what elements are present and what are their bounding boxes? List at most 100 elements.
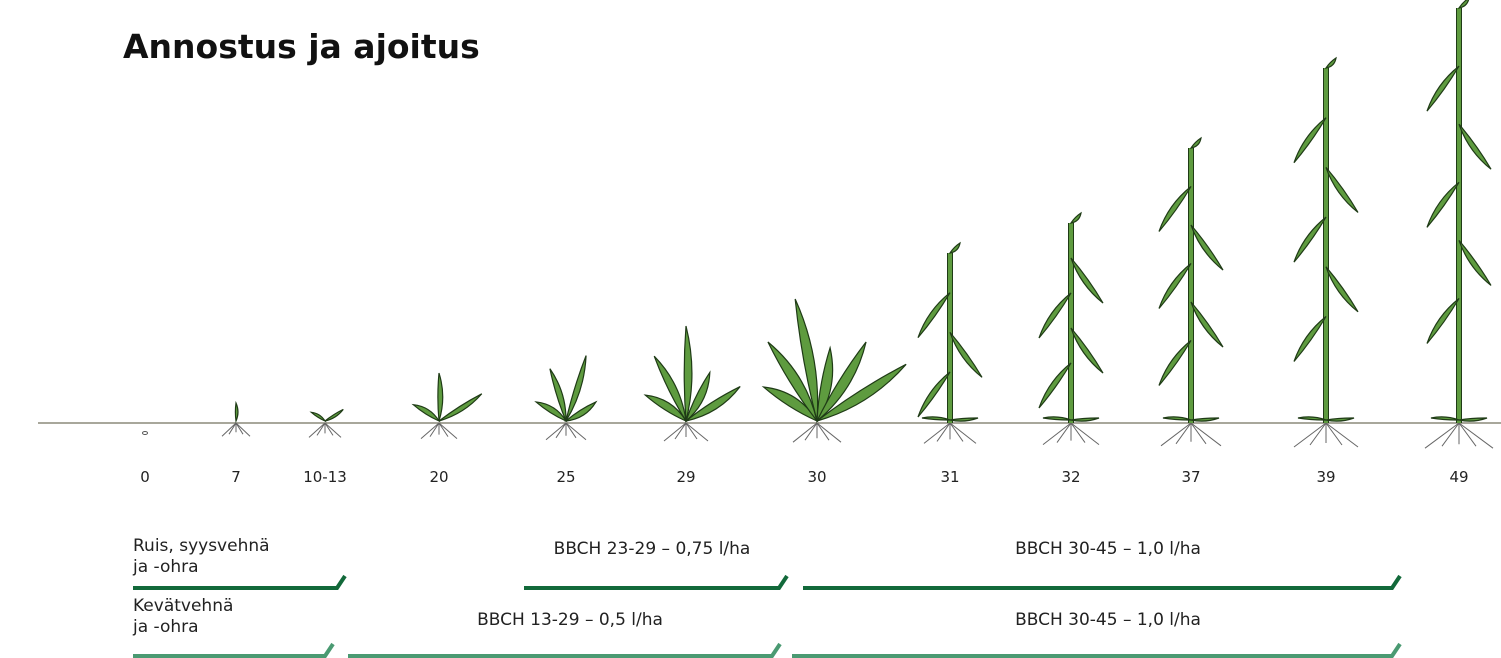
stage-label: 0 (140, 468, 150, 486)
stage-label: 7 (231, 468, 241, 486)
root (236, 423, 250, 436)
leaf (438, 373, 443, 421)
leaf (1326, 167, 1358, 212)
plant (1039, 213, 1103, 445)
stage-label: 39 (1316, 468, 1335, 486)
leaf (1071, 258, 1103, 303)
root (1071, 423, 1099, 445)
dose-label: BBCH 13-29 – 0,5 l/ha (477, 610, 663, 630)
leaf (1459, 240, 1491, 285)
plant (143, 432, 148, 435)
leaf (311, 412, 325, 421)
leaf (1298, 417, 1326, 420)
root (1442, 423, 1459, 446)
seed (143, 432, 148, 435)
leaf (1159, 264, 1191, 309)
plant (1294, 58, 1358, 447)
leaf (1191, 302, 1223, 347)
plant (918, 243, 982, 443)
leaf (235, 403, 238, 421)
leaf (1043, 417, 1071, 420)
leaf (1294, 118, 1326, 163)
root (1294, 423, 1326, 447)
timing-bar (524, 576, 787, 588)
plants (143, 0, 1494, 448)
stage-label: 30 (807, 468, 826, 486)
timing-bar (133, 644, 333, 656)
row-label: Kevätvehnä (133, 596, 233, 616)
diagram: Annostus ja ajoitus 0710-132025293031323… (0, 0, 1501, 658)
row-label: ja -ohra (132, 617, 199, 637)
root (950, 423, 976, 443)
root (817, 423, 841, 442)
leaf (1039, 293, 1071, 338)
dose-label: BBCH 30-45 – 1,0 l/ha (1015, 539, 1201, 559)
leaf (1459, 418, 1487, 421)
root (1191, 423, 1221, 446)
root (1425, 423, 1459, 448)
row-label: ja -ohra (132, 557, 199, 577)
stage-label: 37 (1181, 468, 1200, 486)
leaf (1294, 217, 1326, 262)
root (1043, 423, 1071, 445)
leaf (1163, 417, 1191, 420)
leaf (1459, 124, 1491, 169)
stage-label: 20 (429, 468, 448, 486)
leaf (950, 243, 960, 253)
root (793, 423, 817, 442)
title: Annostus ja ajoitus (123, 27, 480, 66)
root (1326, 423, 1358, 447)
labels: 0710-13202529303132373949Ruis, syysvehnä… (132, 468, 1469, 656)
root (924, 423, 950, 443)
leaf (918, 372, 950, 417)
dose-label: BBCH 23-29 – 0,75 l/ha (554, 539, 751, 559)
root (1459, 423, 1493, 448)
leaf (1427, 66, 1459, 111)
leaf (1326, 267, 1358, 312)
root (1310, 423, 1326, 445)
plant (1159, 138, 1223, 446)
leaf (1326, 58, 1336, 68)
root (1326, 423, 1342, 445)
leaf (1039, 363, 1071, 408)
timing-bar (803, 576, 1400, 588)
timing-bar (133, 576, 345, 588)
stage-label: 10-13 (303, 468, 347, 486)
stage-label: 25 (556, 468, 575, 486)
leaf (918, 293, 950, 338)
stage-label: 31 (940, 468, 959, 486)
plant (1425, 0, 1493, 448)
leaf (1071, 328, 1103, 373)
leaf (950, 418, 978, 421)
plant (222, 403, 250, 436)
leaf (1427, 182, 1459, 227)
root (222, 423, 236, 436)
leaf (1191, 418, 1219, 421)
root (1176, 423, 1191, 444)
leaf (413, 405, 439, 421)
root (1191, 423, 1206, 444)
row-label: Ruis, syysvehnä (133, 536, 270, 556)
plant (764, 299, 907, 442)
leaf (1326, 418, 1354, 421)
stage-label: 49 (1449, 468, 1468, 486)
leaf (950, 332, 982, 377)
leaf (439, 394, 482, 421)
leaf (1191, 138, 1201, 148)
leaf (1294, 317, 1326, 362)
leaf (1071, 418, 1099, 421)
leaf (922, 417, 950, 420)
leaf (1427, 299, 1459, 344)
timing-bar (792, 644, 1400, 656)
leaf (1159, 341, 1191, 386)
timing-bar (348, 644, 780, 656)
leaf (1191, 225, 1223, 270)
leaf (1071, 213, 1081, 223)
leaf (1431, 417, 1459, 420)
plant (413, 373, 481, 439)
leaf (325, 409, 343, 421)
stage-label: 32 (1061, 468, 1080, 486)
root (1161, 423, 1191, 446)
dose-label: BBCH 30-45 – 1,0 l/ha (1015, 610, 1201, 630)
root (1459, 423, 1476, 446)
